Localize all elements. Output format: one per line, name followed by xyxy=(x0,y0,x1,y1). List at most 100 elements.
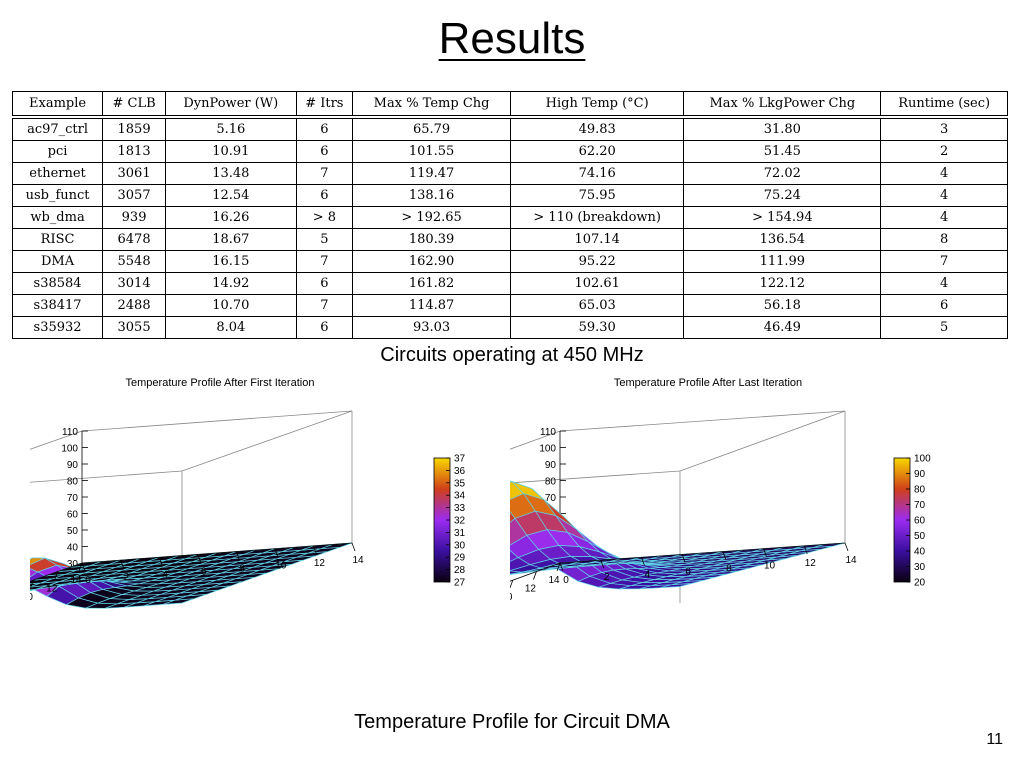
table-cell: 7 xyxy=(295,162,354,185)
table-body: ac97_ctrl 1859 5.16 6 65.79 49.83 31.80 3 pci 181… xyxy=(11,115,1008,339)
column-header: # CLB xyxy=(102,91,167,118)
table-cell: 95.22 xyxy=(510,250,685,273)
y-tick-label: 14 xyxy=(70,575,82,586)
x-tick-label: 4 xyxy=(162,569,168,580)
x-tick-label: 14 xyxy=(845,555,857,566)
table-cell: 75.24 xyxy=(683,184,882,207)
colorbar-tick-label: 90 xyxy=(914,469,926,480)
table-cell: 122.12 xyxy=(683,272,882,295)
table-cell: 111.99 xyxy=(683,250,882,273)
colorbar-tick-label: 20 xyxy=(914,578,926,589)
x-tick xyxy=(722,551,727,560)
colorbar-tick-label: 34 xyxy=(454,491,466,502)
z-tick-label: 40 xyxy=(67,543,79,554)
table-cell: pci xyxy=(11,140,104,163)
y-tick-label: 10 xyxy=(510,592,513,603)
table-cell: 14.92 xyxy=(165,272,297,295)
table-row: usb_funct 3057 12.54 6 138.16 75.95 75.24 4 xyxy=(11,184,1008,207)
colorbar-tick-label: 27 xyxy=(454,578,466,589)
table-cell: 4 xyxy=(880,162,1008,185)
table-cell: 51.45 xyxy=(683,140,882,163)
table-cell: 5548 xyxy=(102,250,167,273)
table-cell: 3 xyxy=(880,115,1008,141)
table-cell: 1813 xyxy=(102,140,167,163)
colorbar-tick-label: 80 xyxy=(914,485,926,496)
table-cell: 8 xyxy=(880,228,1008,251)
table-cell: 114.87 xyxy=(352,294,512,317)
x-tick-label: 4 xyxy=(645,569,651,580)
figure-caption: Temperature Profile for Circuit DMA xyxy=(354,711,670,733)
table-cell: wb_dma xyxy=(11,206,104,229)
x-tick-label: 2 xyxy=(604,572,610,583)
colorbar-tick-label: 31 xyxy=(454,528,466,539)
y-tick xyxy=(30,580,34,589)
y-tick-label: 14 xyxy=(548,575,560,586)
table-cell: 6 xyxy=(295,272,354,295)
y-tick-label: 10 xyxy=(30,592,33,603)
y-tick xyxy=(78,562,83,572)
table-cell: > 8 xyxy=(295,206,354,229)
table-cell: 18.67 xyxy=(165,228,297,251)
colorbar-tick-label: 50 xyxy=(914,531,926,542)
colorbar-tick-label: 36 xyxy=(454,466,466,477)
table-cell: 3057 xyxy=(102,184,167,207)
table-cell: 5 xyxy=(295,228,354,251)
z-tick-label: 70 xyxy=(67,493,79,504)
page-number: 11 xyxy=(986,731,1003,748)
table-cell: s35932 xyxy=(11,316,104,339)
x-tick xyxy=(844,542,849,552)
table-cell: 4 xyxy=(880,206,1008,229)
box-edge xyxy=(559,410,846,432)
colorbar-tick-label: 70 xyxy=(914,500,926,511)
plot-title: Temperature Profile After First Iteratio… xyxy=(126,377,315,389)
table-cell: > 110 (breakdown) xyxy=(510,206,685,229)
x-tick xyxy=(158,557,163,566)
z-tick-label: 60 xyxy=(67,510,79,521)
colorbar-tick-label: 30 xyxy=(454,540,466,551)
table-cell: 12.54 xyxy=(165,184,297,207)
table-cell: 162.90 xyxy=(352,250,512,273)
x-tick-label: 0 xyxy=(85,575,91,586)
table-cell: 5.16 xyxy=(165,115,297,141)
y-axis xyxy=(510,562,561,582)
table-row: pci 1813 10.91 6 101.55 62.20 51.45 2 xyxy=(11,140,1008,163)
table-cell: 8.04 xyxy=(165,316,297,339)
table-cell: 7 xyxy=(880,250,1008,273)
table-cell: 6 xyxy=(880,294,1008,317)
x-tick xyxy=(559,562,564,572)
table-row: wb_dma 939 16.26 > 8 > 192.65 > 110 (breakdow… xyxy=(11,206,1008,229)
table-cell: 102.61 xyxy=(510,272,685,295)
z-tick-label: 90 xyxy=(545,460,557,471)
table-cell: 74.16 xyxy=(510,162,685,185)
table-cell: 6 xyxy=(295,115,354,141)
y-tick-label: 12 xyxy=(525,584,537,595)
z-tick-label: 30 xyxy=(67,559,79,570)
table-cell: 119.47 xyxy=(352,162,512,185)
table-row: ethernet 3061 13.48 7 119.47 74.16 72.02 4 xyxy=(11,162,1008,185)
z-tick-label: 80 xyxy=(67,477,79,488)
table-cell: ac97_ctrl xyxy=(11,115,104,141)
table-cell: 10.70 xyxy=(165,294,297,317)
table-cell: > 192.65 xyxy=(352,206,512,229)
table-cell: 3061 xyxy=(102,162,167,185)
table-cell: 62.20 xyxy=(510,140,685,163)
table-cell: 107.14 xyxy=(510,228,685,251)
x-tick xyxy=(641,557,645,566)
box-edge xyxy=(510,470,681,484)
table-cell: s38417 xyxy=(11,294,104,317)
y-axis xyxy=(30,562,83,582)
table-cell: 93.03 xyxy=(352,316,512,339)
y-tick xyxy=(510,580,514,589)
z-tick-label: 80 xyxy=(545,477,557,488)
box-edge xyxy=(181,410,353,472)
table-cell: 6478 xyxy=(102,228,167,251)
box-edge xyxy=(30,430,83,450)
table-cell: 46.49 xyxy=(683,316,882,339)
column-header: # Itrs xyxy=(295,91,354,118)
table-cell: 7 xyxy=(295,294,354,317)
table-cell: 6 xyxy=(295,316,354,339)
colorbar-tick-label: 100 xyxy=(914,454,931,465)
column-header: DynPower (W) xyxy=(165,91,297,118)
surface-patch xyxy=(30,588,36,591)
x-tick-label: 8 xyxy=(240,564,246,575)
